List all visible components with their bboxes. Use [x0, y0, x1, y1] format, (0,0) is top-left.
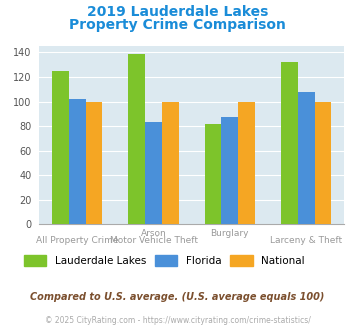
Bar [129, 53, 145, 224]
Text: Compared to U.S. average. (U.S. average equals 100): Compared to U.S. average. (U.S. average … [30, 292, 325, 302]
Bar [86, 102, 102, 224]
Text: 2019 Lauderdale Lakes: 2019 Lauderdale Lakes [87, 5, 268, 19]
Bar [281, 62, 298, 224]
Legend: Lauderdale Lakes, Florida, National: Lauderdale Lakes, Florida, National [20, 251, 309, 270]
Text: Motor Vehicle Theft: Motor Vehicle Theft [110, 236, 197, 245]
Text: Arson: Arson [141, 229, 166, 238]
Bar [298, 92, 315, 224]
Bar [315, 102, 331, 224]
Bar [238, 102, 255, 224]
Bar [205, 124, 222, 224]
Bar [145, 122, 162, 224]
Text: Burglary: Burglary [211, 229, 249, 238]
Bar [69, 99, 86, 224]
Text: Larceny & Theft: Larceny & Theft [270, 236, 342, 245]
Text: All Property Crime: All Property Crime [36, 236, 119, 245]
Bar [162, 102, 179, 224]
Bar [222, 117, 238, 224]
Text: Property Crime Comparison: Property Crime Comparison [69, 18, 286, 32]
Bar [52, 71, 69, 224]
Text: © 2025 CityRating.com - https://www.cityrating.com/crime-statistics/: © 2025 CityRating.com - https://www.city… [45, 316, 310, 325]
